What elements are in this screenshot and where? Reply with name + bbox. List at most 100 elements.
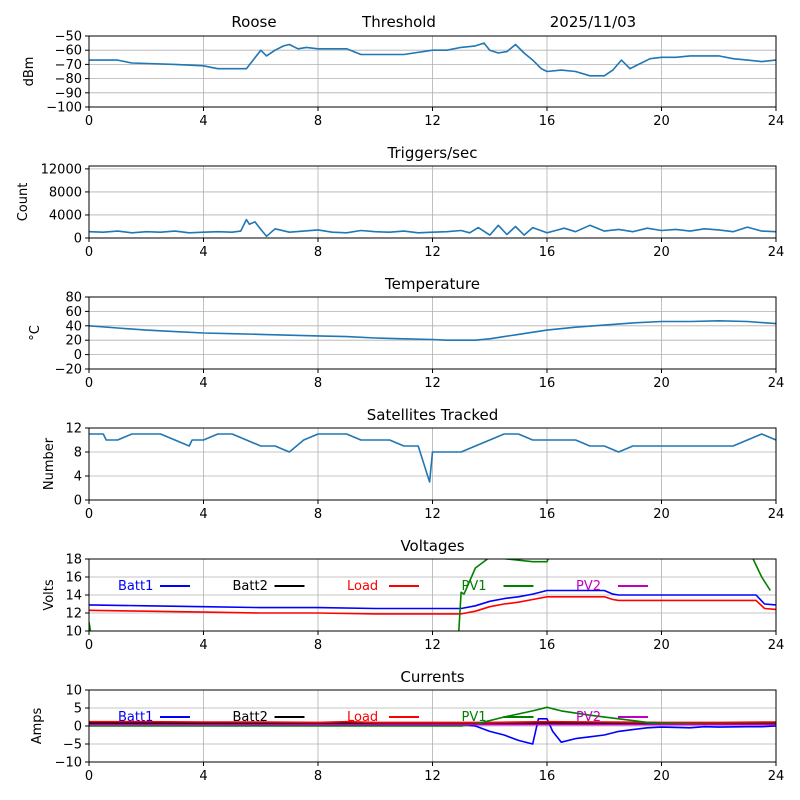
x-tick-label: 24	[768, 638, 785, 653]
station-name: Roose	[231, 13, 276, 31]
y-tick-label: 12	[65, 607, 82, 622]
y-axis-label: Amps	[30, 707, 45, 744]
x-tick-label: 0	[85, 114, 93, 129]
chart-panel-5: 0 4 8 12 16 20 24 10 12 14 16 18 Voltages Volts Batt1 B…	[42, 537, 784, 653]
x-tick-label: 8	[314, 507, 322, 522]
y-tick-label: 10	[65, 625, 82, 640]
x-tick-label: 16	[539, 245, 556, 260]
legend-label-batt2: Batt2	[233, 579, 268, 594]
y-tick-label: 5	[74, 702, 82, 717]
series-line-pv1	[89, 559, 771, 631]
legend-label-pv2: PV2	[576, 710, 601, 725]
x-tick-label: 20	[653, 245, 670, 260]
legend-label-load: Load	[347, 579, 378, 594]
series-group	[89, 218, 776, 238]
chart-title: Currents	[400, 668, 464, 686]
x-tick-label: 12	[424, 114, 441, 129]
y-tick-label: 80	[65, 291, 82, 306]
x-tick-label: 12	[424, 376, 441, 391]
x-tick-label: 16	[539, 376, 556, 391]
y-tick-label: 0	[74, 494, 82, 509]
series-line-1	[89, 433, 776, 483]
x-tick-label: 0	[85, 769, 93, 784]
series-group	[89, 433, 776, 483]
x-tick-label: 0	[85, 376, 93, 391]
x-tick-label: 8	[314, 114, 322, 129]
y-tick-label: 12	[65, 422, 82, 437]
x-tick-label: 20	[653, 507, 670, 522]
y-tick-label: −10	[55, 756, 82, 771]
date-label: 2025/11/03	[550, 13, 636, 31]
chart-title: Satellites Tracked	[367, 406, 498, 424]
x-tick-label: 8	[314, 245, 322, 260]
x-tick-label: 24	[768, 769, 785, 784]
legend-label-pv2: PV2	[576, 579, 601, 594]
y-tick-label: 8	[74, 446, 82, 461]
y-tick-label: 40	[65, 319, 82, 334]
y-axis-label: Count	[16, 183, 31, 222]
x-tick-label: 24	[768, 114, 785, 129]
x-tick-label: 0	[85, 507, 93, 522]
x-tick-label: 20	[653, 376, 670, 391]
legend-label-pv1: PV1	[462, 710, 487, 725]
legend-label-load: Load	[347, 710, 378, 725]
series-group	[89, 706, 776, 745]
x-tick-label: 0	[85, 638, 93, 653]
y-tick-label: 14	[65, 589, 82, 604]
x-tick-label: 16	[539, 769, 556, 784]
chart-panel-2: 0 4 8 12 16 20 24 0 4000 8000 12000 Triggers/sec Cou…	[16, 144, 784, 260]
series-line-batt1	[89, 589, 776, 610]
x-tick-label: 12	[424, 769, 441, 784]
y-tick-label: 4000	[49, 208, 82, 223]
y-tick-label: 0	[74, 348, 82, 363]
x-tick-label: 4	[199, 638, 207, 653]
x-tick-label: 12	[424, 245, 441, 260]
y-tick-label: 20	[65, 334, 82, 349]
y-tick-label: −80	[55, 72, 82, 87]
series-line-load	[89, 595, 776, 615]
legend-label-batt1: Batt1	[118, 579, 153, 594]
x-tick-label: 12	[424, 638, 441, 653]
y-axis-label: Volts	[42, 579, 57, 611]
y-tick-label: −70	[55, 58, 82, 73]
y-tick-label: −5	[63, 738, 82, 753]
legend-label-batt1: Batt1	[118, 710, 153, 725]
y-axis-label: °C	[28, 325, 43, 341]
x-tick-label: 4	[199, 376, 207, 391]
y-tick-label: −60	[55, 44, 82, 59]
y-tick-label: 4	[74, 470, 82, 485]
chart-panel-1: 0 4 8 12 16 20 24 −100−90−80−70−60−50 dBm	[22, 30, 784, 130]
x-tick-label: 24	[768, 245, 785, 260]
y-tick-label: 12000	[41, 162, 82, 177]
y-tick-label: −100	[46, 101, 82, 116]
y-tick-label: 16	[65, 571, 82, 586]
mode-label: Threshold	[361, 13, 436, 31]
x-tick-label: 24	[768, 507, 785, 522]
x-tick-label: 4	[199, 507, 207, 522]
chart-title: Voltages	[400, 537, 464, 555]
x-tick-label: 4	[199, 769, 207, 784]
y-tick-label: 10	[65, 684, 82, 699]
y-tick-label: 0	[74, 232, 82, 247]
x-tick-label: 8	[314, 638, 322, 653]
x-tick-label: 16	[539, 507, 556, 522]
y-tick-label: 0	[74, 720, 82, 735]
chart-title: Triggers/sec	[387, 144, 478, 162]
series-line-1	[89, 319, 776, 342]
y-tick-label: −90	[55, 86, 82, 101]
x-tick-label: 20	[653, 769, 670, 784]
series-line-load	[89, 720, 776, 724]
series-line-1	[89, 42, 776, 77]
y-axis-label: Number	[42, 437, 57, 490]
y-tick-label: 18	[65, 553, 82, 568]
legend-label-batt2: Batt2	[233, 710, 268, 725]
chart-title: Temperature	[384, 275, 480, 293]
x-tick-label: 8	[314, 769, 322, 784]
x-tick-label: 16	[539, 114, 556, 129]
x-tick-label: 16	[539, 638, 556, 653]
y-tick-label: −20	[55, 363, 82, 378]
chart-panel-6: 0 4 8 12 16 20 24 −10 −5 0 5 10 Currents Amps Batt1 Bat…	[30, 668, 784, 784]
y-tick-label: 60	[65, 305, 82, 320]
